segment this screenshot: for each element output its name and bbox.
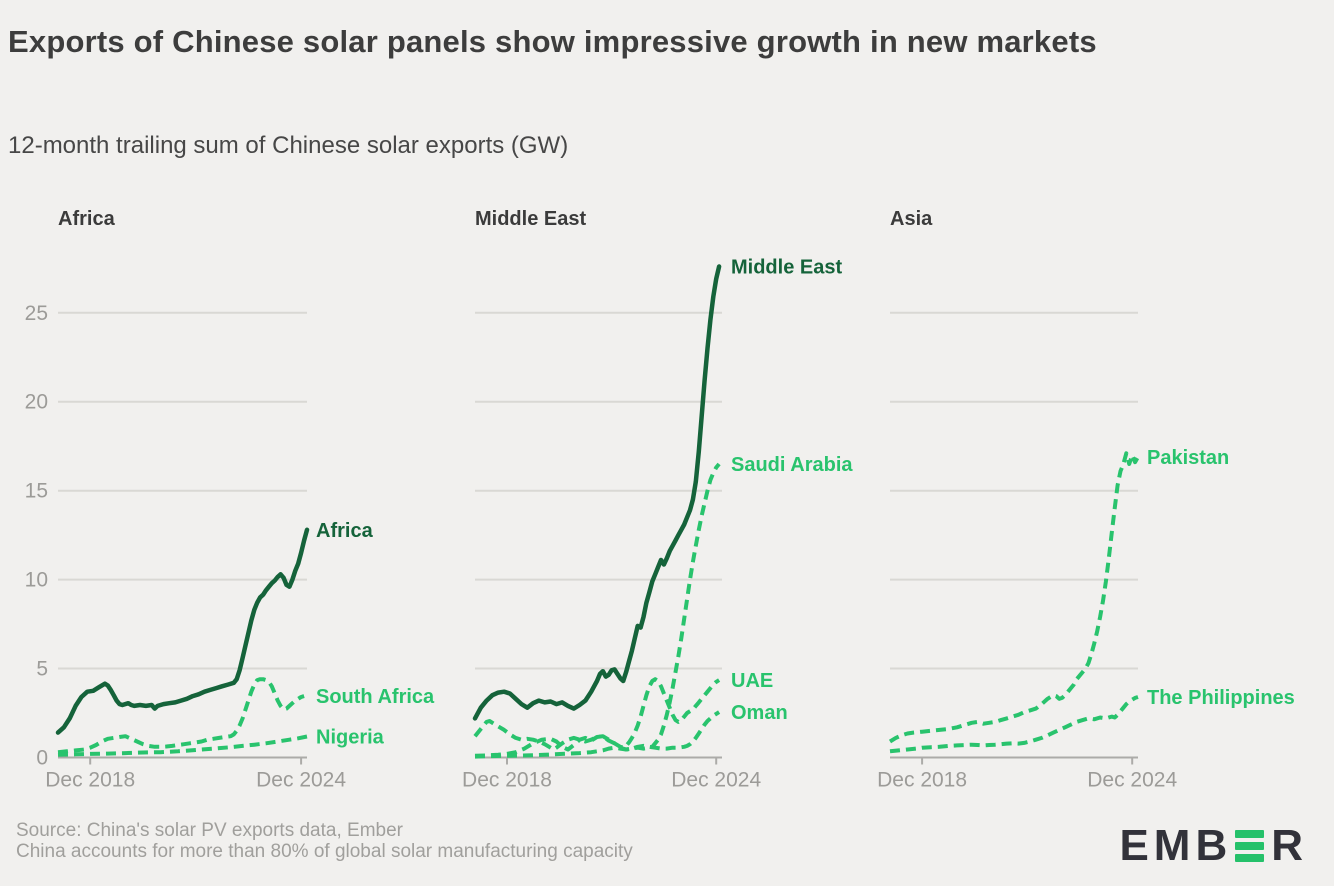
- series-line-south-africa: [57, 677, 305, 755]
- series-line-africa: [55, 527, 310, 735]
- series-label-uae: UAE: [731, 670, 773, 692]
- y-tick-label: 20: [25, 391, 48, 414]
- x-tick-label: Dec 2024: [671, 769, 761, 792]
- series-label-pakistan: Pakistan: [1147, 447, 1229, 469]
- series-label-saudi-arabia: Saudi Arabia: [731, 454, 853, 476]
- panel-title: Middle East: [475, 208, 586, 230]
- x-tick-label: Dec 2018: [462, 769, 552, 792]
- chart-subtitle: 12-month trailing sum of Chinese solar e…: [8, 132, 569, 159]
- series-line-saudi-arabia: [474, 462, 721, 758]
- series-line-nigeria: [57, 734, 308, 757]
- series-line-middle-east: [472, 264, 722, 721]
- series-label-the-philippines: The Philippines: [1147, 687, 1295, 709]
- y-tick-label: 0: [36, 747, 48, 770]
- series-label-middle-east: Middle East: [731, 257, 842, 279]
- series-label-nigeria: Nigeria: [316, 727, 385, 749]
- footnote: China accounts for more than 80% of glob…: [16, 841, 633, 862]
- series-line-uae: [473, 677, 721, 752]
- y-tick-label: 25: [25, 302, 48, 325]
- y-tick-label: 5: [36, 658, 48, 681]
- panel-asia: Asia Dec 2018 Dec 2024 Pakistan The Philippi…: [877, 208, 1295, 792]
- chart-title: Exports of Chinese solar panels show imp…: [8, 24, 1097, 59]
- logo-text-suffix: R: [1271, 821, 1308, 870]
- series-line-the-philippines: [889, 695, 1139, 754]
- series-label-oman: Oman: [731, 702, 788, 724]
- x-tick-label: Dec 2018: [45, 769, 135, 792]
- source-note: Source: China's solar PV exports data, E…: [16, 820, 403, 841]
- panel-title: Africa: [58, 208, 116, 230]
- panel-africa: Africa 0 5 10 15 20 25 Dec 2018 Dec 2024 Africa So…: [25, 208, 435, 792]
- y-tick-label: 15: [25, 480, 48, 503]
- series-line-pakistan: [888, 451, 1140, 744]
- logo-e-bars-icon: [1235, 830, 1265, 862]
- logo-text-prefix: EMB: [1119, 821, 1233, 870]
- x-tick-label: Dec 2024: [256, 769, 346, 792]
- series-label-south-africa: South Africa: [316, 686, 435, 708]
- panel-title: Asia: [890, 208, 933, 230]
- ember-logo: EMB R: [1119, 821, 1308, 870]
- x-tick-label: Dec 2018: [877, 769, 967, 792]
- series-line-oman: [474, 710, 721, 759]
- series-label-africa: Africa: [316, 520, 374, 542]
- x-tick-label: Dec 2024: [1087, 769, 1177, 792]
- y-tick-label: 10: [25, 569, 48, 592]
- panel-middle-east: Middle East Dec 2018 Dec 2024 Middle East Sa…: [462, 208, 853, 792]
